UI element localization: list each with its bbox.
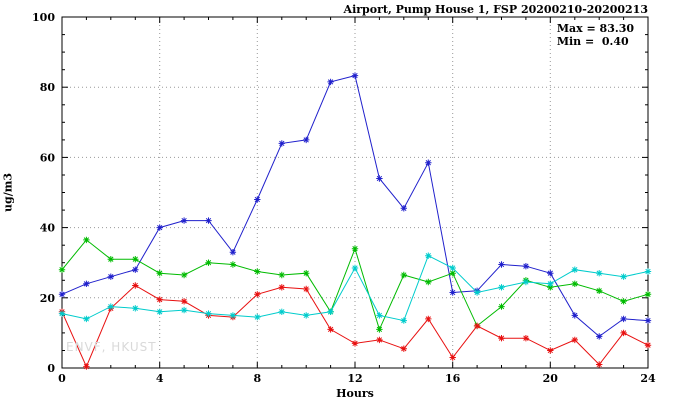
watermark: ENVF, HKUST bbox=[66, 340, 157, 354]
maxmin-annotation: Max = 83.30 Min = 0.40 bbox=[557, 22, 634, 48]
markers-series-blue bbox=[58, 72, 652, 340]
min-label: Min = 0.40 bbox=[556, 35, 629, 48]
x-axis-label: Hours bbox=[336, 387, 374, 400]
markers-series-red bbox=[58, 282, 652, 370]
chart-title: Airport, Pump House 1, FSP 20200210-2020… bbox=[343, 3, 648, 16]
max-label: Max = 83.30 bbox=[556, 22, 634, 35]
x-tick-label: 12 bbox=[347, 372, 362, 385]
markers-series-green bbox=[58, 236, 652, 333]
x-tick-label: 24 bbox=[640, 372, 656, 385]
x-tick-label: 4 bbox=[156, 372, 164, 385]
markers-series-cyan bbox=[58, 252, 652, 324]
y-tick-label: 40 bbox=[40, 222, 56, 235]
x-tick-label: 0 bbox=[58, 372, 66, 385]
x-tick-label: 16 bbox=[445, 372, 461, 385]
y-axis-label: ug/m3 bbox=[1, 173, 15, 212]
x-tick-label: 20 bbox=[543, 372, 559, 385]
y-tick-label: 0 bbox=[47, 362, 55, 375]
plot-border bbox=[61, 16, 649, 369]
x-tick-label: 8 bbox=[253, 372, 261, 385]
y-tick-label: 60 bbox=[40, 151, 56, 164]
y-tick-label: 20 bbox=[40, 292, 56, 305]
y-tick-label: 80 bbox=[40, 81, 56, 94]
y-tick-label: 100 bbox=[32, 11, 55, 24]
